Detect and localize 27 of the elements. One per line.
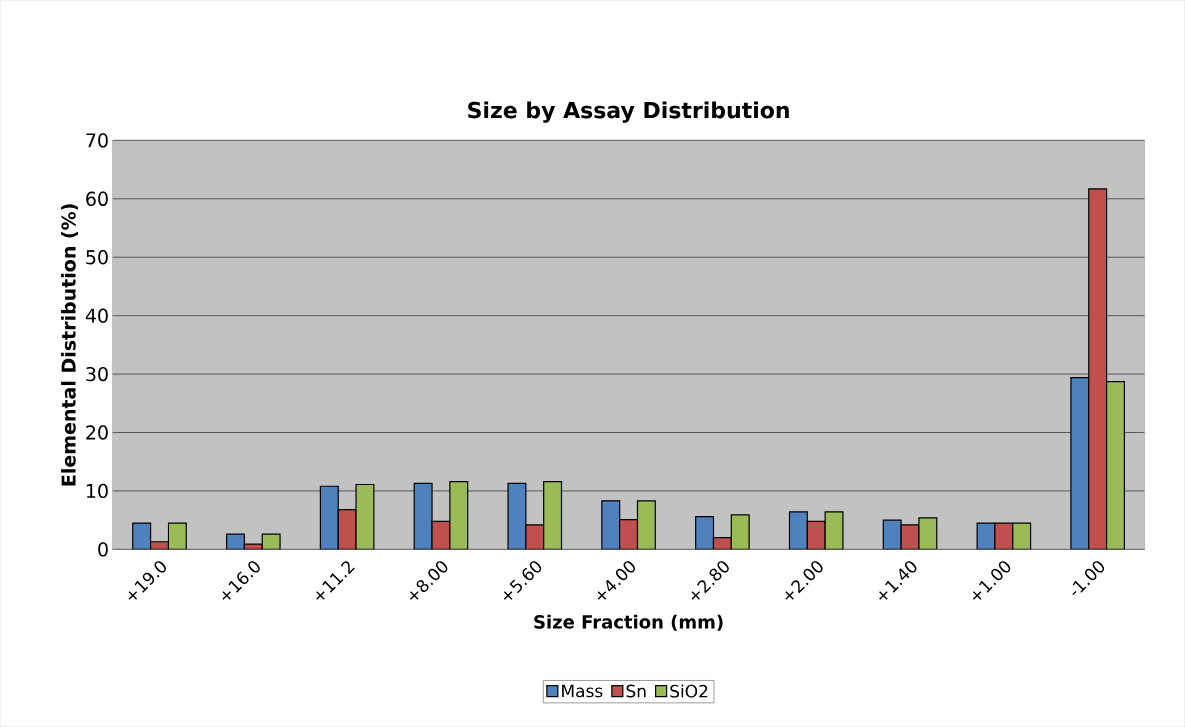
bar (320, 486, 339, 550)
bar (637, 500, 656, 550)
y-tick-label: 20 (86, 425, 108, 440)
legend-label: SiO2 (670, 684, 708, 698)
y-tick-label: 60 (86, 191, 108, 206)
bar (1012, 523, 1031, 550)
bar (1105, 381, 1125, 550)
x-axis-title: Size Fraction (mm) (534, 614, 723, 631)
chart-title: Size by Assay Distribution (468, 101, 789, 123)
bar (601, 500, 620, 550)
bar (695, 516, 714, 550)
bar (132, 523, 151, 550)
bar (619, 519, 638, 550)
y-tick-label: 50 (86, 250, 108, 265)
bar (789, 511, 808, 550)
bar (1088, 188, 1108, 550)
y-tick-label: 0 (98, 542, 108, 557)
bar (713, 537, 732, 550)
y-tick-label: 70 (86, 133, 108, 148)
legend-label: Sn (626, 684, 646, 698)
y-axis-title: Elemental Distribution (%) (61, 204, 79, 486)
bar (168, 523, 187, 550)
y-tick-label: 40 (85, 308, 108, 323)
y-tick-label: 30 (86, 366, 108, 382)
legend-label: Mass (562, 684, 603, 698)
bar (543, 481, 562, 550)
y-tick-label: 10 (86, 483, 108, 499)
